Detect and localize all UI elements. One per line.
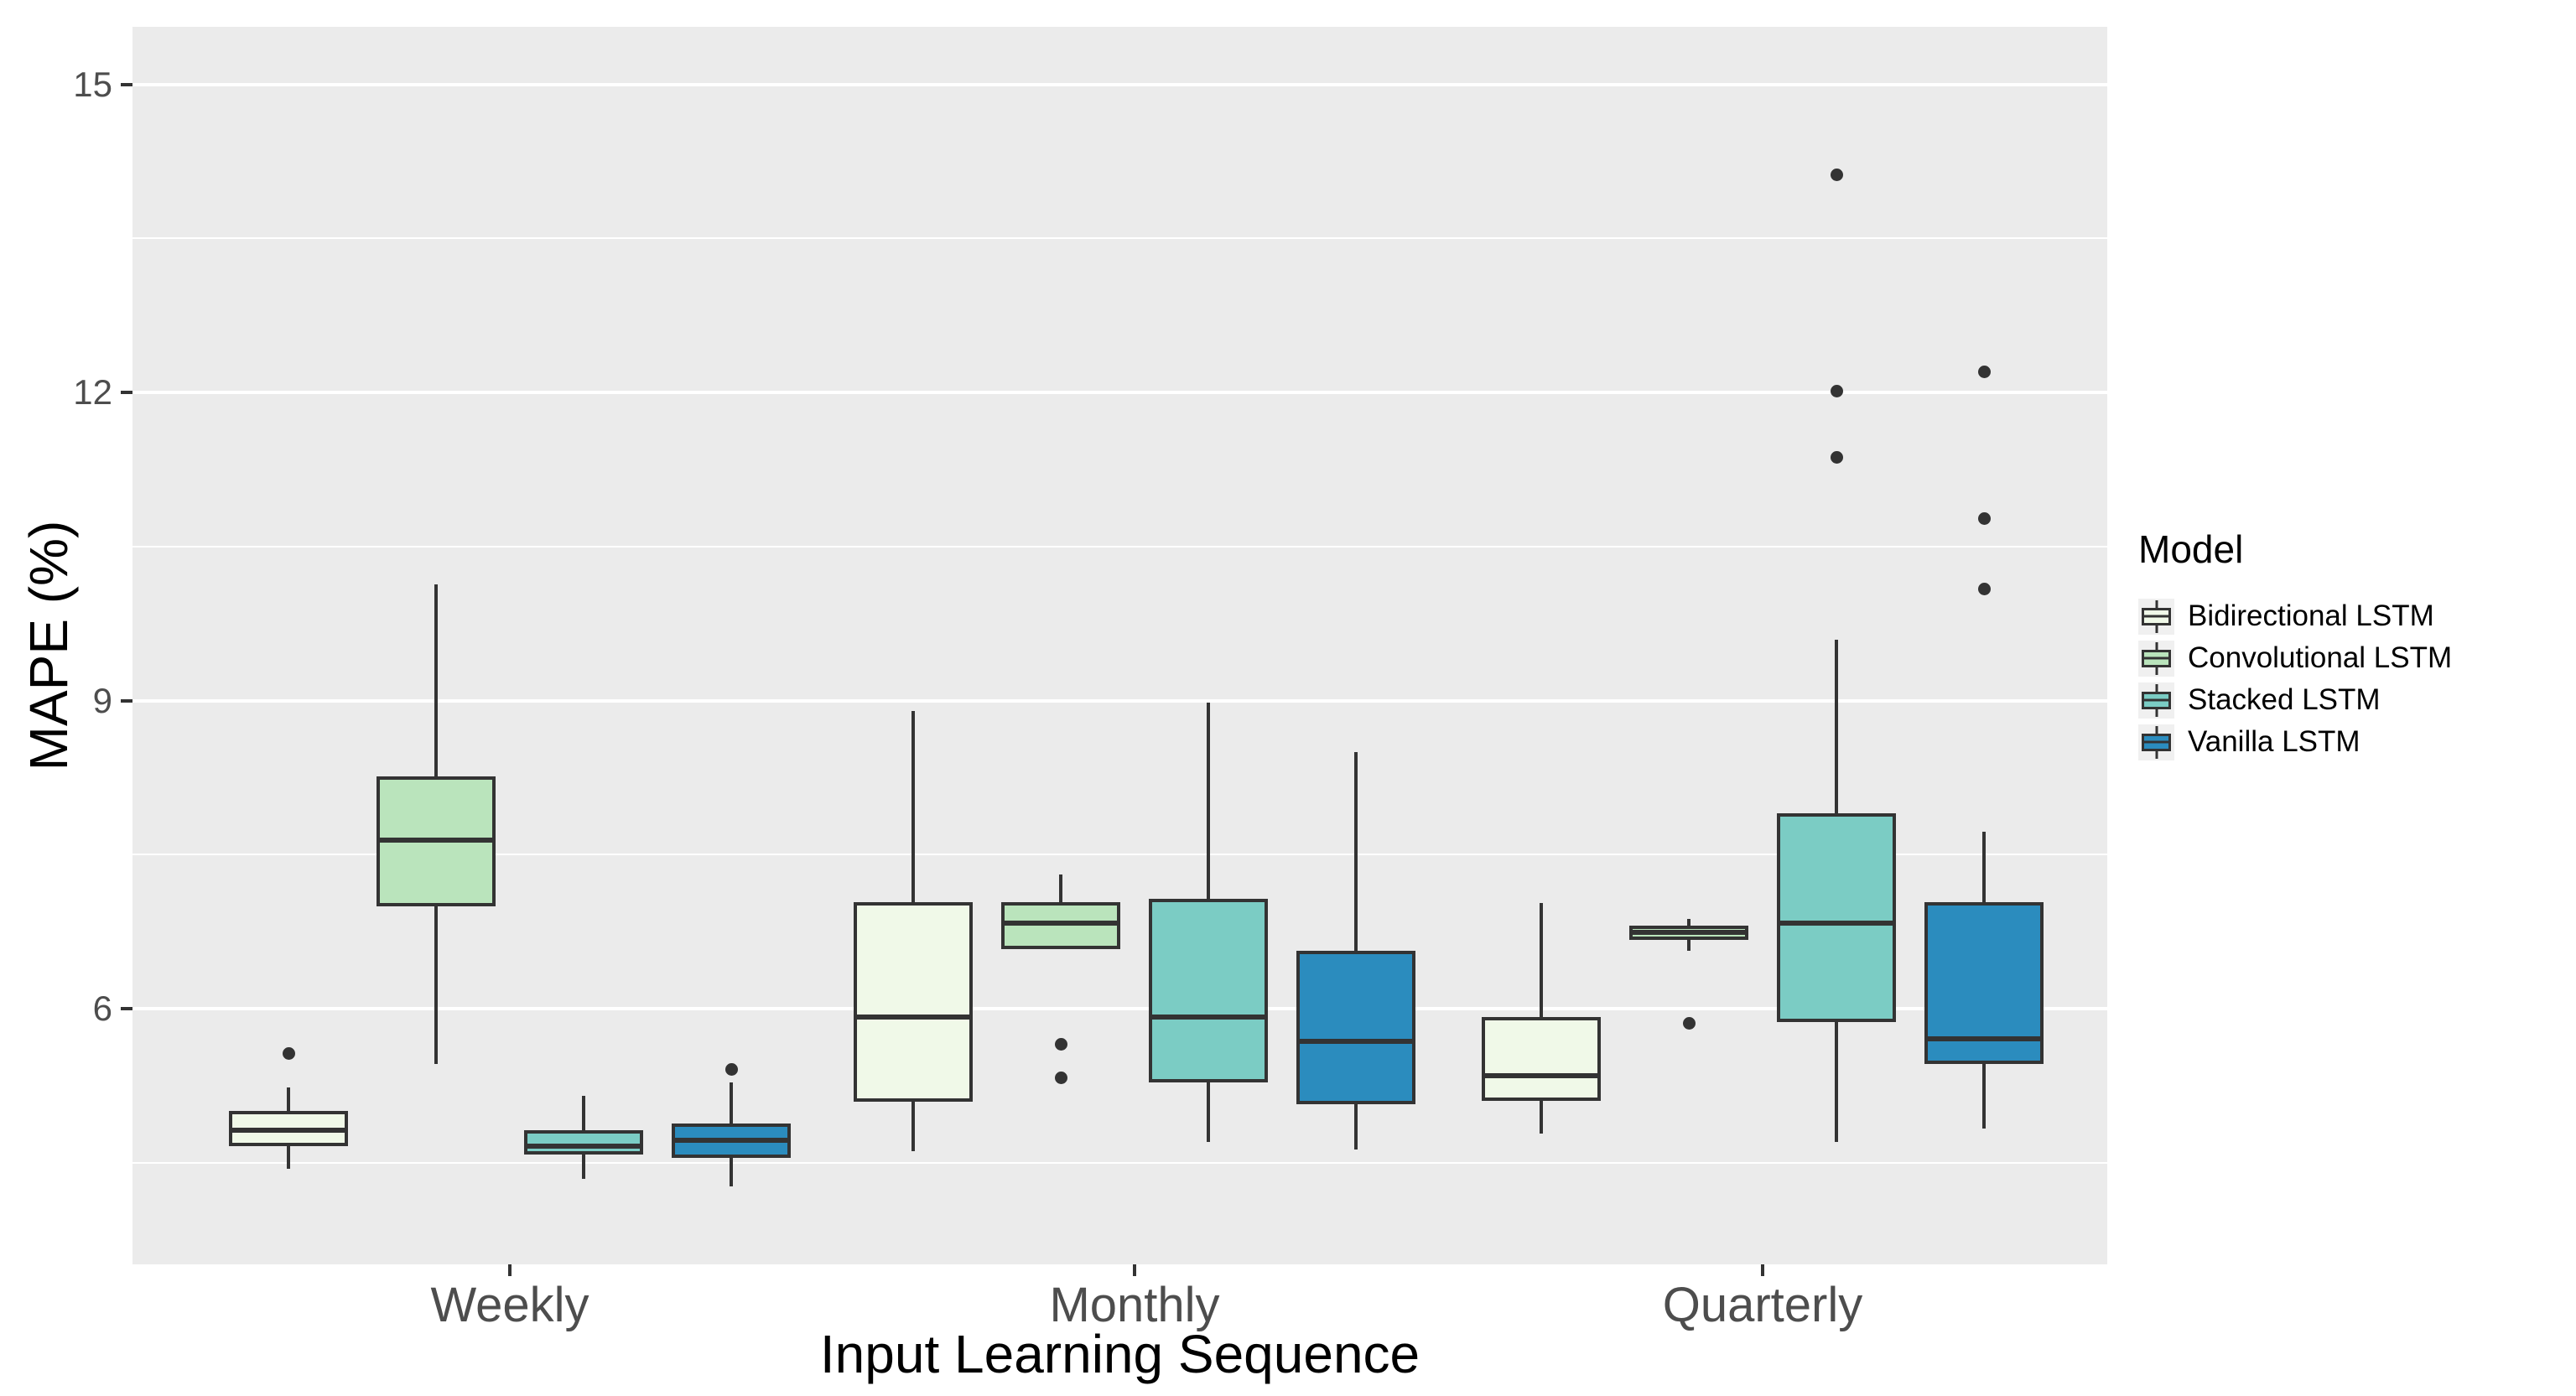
box-bidirectional-lstm-monthly <box>854 901 973 1103</box>
whisker-low-bidirectional-lstm-weekly <box>287 1146 290 1170</box>
legend-rows: Bidirectional LSTM Convolutional LSTM Stac… <box>2138 595 2452 763</box>
whisker-high-convolutional-lstm-monthly <box>1059 874 1062 902</box>
y-tick-mark <box>121 698 132 703</box>
y-axis-title: MAPE (%) <box>18 520 79 771</box>
y-tick-label: 12 <box>73 372 112 413</box>
legend-item-bidirectional-lstm: Bidirectional LSTM <box>2138 595 2452 637</box>
gridline-major <box>132 82 2107 86</box>
y-tick-label: 15 <box>73 64 112 104</box>
whisker-high-convolutional-lstm-quarterly <box>1687 919 1690 926</box>
legend-title: Model <box>2138 527 2244 571</box>
whisker-high-vanilla-lstm-weekly <box>730 1082 733 1124</box>
legend-label: Stacked LSTM <box>2188 683 2381 716</box>
gridline-major <box>132 1007 2107 1010</box>
outlier-stacked-lstm-quarterly <box>1830 450 1843 464</box>
x-tick-mark <box>1133 1264 1136 1276</box>
outlier-bidirectional-lstm-weekly <box>282 1047 295 1061</box>
median-bidirectional-lstm-weekly <box>229 1127 348 1133</box>
whisker-high-bidirectional-lstm-weekly <box>287 1087 290 1112</box>
median-stacked-lstm-quarterly <box>1777 921 1896 926</box>
median-vanilla-lstm-monthly <box>1296 1039 1415 1045</box>
whisker-high-stacked-lstm-quarterly <box>1835 640 1838 814</box>
median-bidirectional-lstm-monthly <box>854 1014 973 1020</box>
gridline-major <box>132 391 2107 395</box>
whisker-low-stacked-lstm-weekly <box>582 1154 585 1180</box>
legend-item-stacked-lstm: Stacked LSTM <box>2138 679 2452 721</box>
legend-label: Vanilla LSTM <box>2188 725 2360 758</box>
outlier-stacked-lstm-quarterly <box>1830 168 1843 181</box>
whisker-high-bidirectional-lstm-quarterly <box>1540 902 1543 1017</box>
median-stacked-lstm-monthly <box>1149 1014 1268 1020</box>
whisker-low-stacked-lstm-quarterly <box>1835 1021 1838 1143</box>
outlier-convolutional-lstm-quarterly <box>1682 1016 1696 1030</box>
whisker-low-vanilla-lstm-monthly <box>1354 1103 1358 1149</box>
gridline-minor <box>132 1161 2107 1164</box>
legend-label: Bidirectional LSTM <box>2188 599 2434 632</box>
whisker-high-bidirectional-lstm-monthly <box>911 710 915 902</box>
whisker-high-stacked-lstm-monthly <box>1207 702 1210 899</box>
outlier-vanilla-lstm-weekly <box>724 1062 738 1076</box>
outlier-vanilla-lstm-quarterly <box>1977 366 1991 379</box>
x-tick-label: Monthly <box>1049 1278 1220 1332</box>
y-tick-mark <box>121 82 132 86</box>
whisker-low-vanilla-lstm-weekly <box>730 1157 733 1186</box>
x-tick-mark <box>508 1264 512 1276</box>
whisker-low-vanilla-lstm-quarterly <box>1982 1064 1986 1129</box>
whisker-high-vanilla-lstm-monthly <box>1354 751 1358 952</box>
whisker-low-bidirectional-lstm-quarterly <box>1540 1101 1543 1134</box>
whisker-low-convolutional-lstm-quarterly <box>1687 939 1690 952</box>
x-axis-title: Input Learning Sequence <box>819 1324 1420 1384</box>
y-tick-mark <box>121 391 132 395</box>
outlier-stacked-lstm-quarterly <box>1830 385 1843 398</box>
y-tick-label: 9 <box>92 680 112 720</box>
legend-key-median <box>2142 615 2171 618</box>
x-tick-label: Weekly <box>430 1278 589 1332</box>
legend-key-boxplot-icon <box>2138 682 2174 719</box>
legend-key-boxplot-icon <box>2138 640 2174 677</box>
median-bidirectional-lstm-quarterly <box>1482 1072 1601 1078</box>
whisker-low-bidirectional-lstm-monthly <box>911 1102 915 1152</box>
whisker-low-convolutional-lstm-weekly <box>434 906 438 1065</box>
x-tick-mark <box>1761 1264 1764 1276</box>
outlier-convolutional-lstm-monthly <box>1054 1071 1067 1084</box>
median-convolutional-lstm-monthly <box>1001 921 1120 926</box>
legend-key-boxplot-icon <box>2138 598 2174 635</box>
box-stacked-lstm-weekly <box>524 1129 643 1155</box>
outlier-vanilla-lstm-quarterly <box>1977 512 1991 526</box>
x-tick-label: Quarterly <box>1662 1278 1863 1332</box>
median-convolutional-lstm-quarterly <box>1629 930 1748 936</box>
legend: Model Bidirectional LSTM Convolutional LS… <box>2138 527 2452 763</box>
outlier-vanilla-lstm-quarterly <box>1977 582 1991 595</box>
legend-label: Convolutional LSTM <box>2188 641 2453 674</box>
outlier-convolutional-lstm-monthly <box>1054 1038 1067 1051</box>
legend-item-convolutional-lstm: Convolutional LSTM <box>2138 637 2452 679</box>
median-vanilla-lstm-quarterly <box>1924 1035 2044 1041</box>
legend-key-median <box>2142 698 2171 702</box>
gridline-minor <box>132 545 2107 548</box>
plot-panel <box>132 27 2107 1264</box>
y-tick-mark <box>121 1007 132 1010</box>
box-vanilla-lstm-monthly <box>1296 951 1415 1104</box>
gridline-minor <box>132 854 2107 856</box>
gridline-minor <box>132 237 2107 240</box>
whisker-low-stacked-lstm-monthly <box>1207 1082 1210 1143</box>
whisker-high-convolutional-lstm-weekly <box>434 584 438 777</box>
whisker-high-vanilla-lstm-quarterly <box>1982 832 1986 902</box>
legend-key-median <box>2142 656 2171 660</box>
median-convolutional-lstm-weekly <box>377 838 496 843</box>
whisker-high-stacked-lstm-weekly <box>582 1096 585 1130</box>
legend-key-median <box>2142 740 2171 744</box>
box-stacked-lstm-monthly <box>1149 898 1268 1083</box>
box-bidirectional-lstm-quarterly <box>1482 1016 1601 1102</box>
median-stacked-lstm-weekly <box>524 1144 643 1149</box>
legend-item-vanilla-lstm: Vanilla LSTM <box>2138 721 2452 763</box>
legend-key-boxplot-icon <box>2138 724 2174 760</box>
gridline-major <box>132 698 2107 703</box>
median-vanilla-lstm-weekly <box>672 1137 791 1143</box>
box-stacked-lstm-quarterly <box>1777 813 1896 1022</box>
y-tick-label: 6 <box>92 989 112 1028</box>
